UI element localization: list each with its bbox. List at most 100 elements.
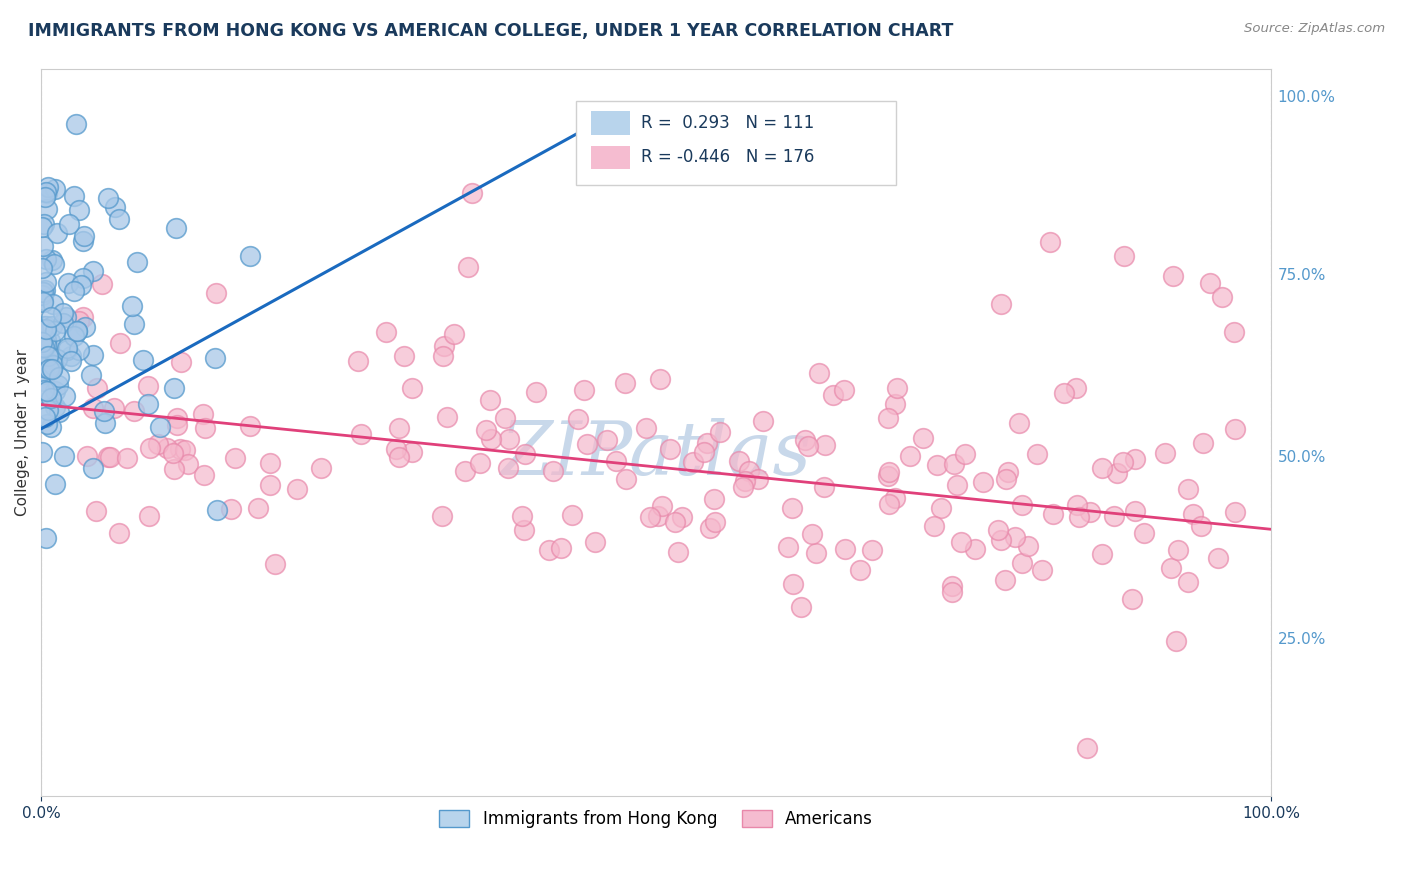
Point <box>401 381 423 395</box>
Point <box>34 340 56 354</box>
Point <box>876 410 898 425</box>
Point <box>72 310 94 325</box>
FancyBboxPatch shape <box>591 112 630 135</box>
Point <box>475 423 498 437</box>
Point <box>35 322 58 336</box>
Text: 75.0%: 75.0% <box>1278 268 1326 284</box>
Point <box>39 419 62 434</box>
Point <box>219 502 242 516</box>
Point <box>576 437 599 451</box>
Text: 25.0%: 25.0% <box>1278 632 1326 648</box>
Point <box>994 573 1017 587</box>
Point <box>76 449 98 463</box>
Point <box>946 478 969 492</box>
Point <box>1017 539 1039 553</box>
Point <box>1007 416 1029 430</box>
Point <box>35 384 58 399</box>
Point <box>572 383 595 397</box>
Point <box>443 326 465 341</box>
Point <box>1102 509 1125 524</box>
Point <box>66 324 89 338</box>
Point <box>97 191 120 205</box>
Point <box>1121 591 1143 606</box>
Point <box>30 293 52 308</box>
Point <box>31 285 53 299</box>
Point <box>41 253 63 268</box>
Point <box>1123 452 1146 467</box>
Point <box>193 467 215 482</box>
Legend: Immigrants from Hong Kong, Americans: Immigrants from Hong Kong, Americans <box>433 804 880 835</box>
Point <box>987 524 1010 538</box>
Point <box>953 447 976 461</box>
Point <box>636 421 658 435</box>
Point <box>31 368 53 382</box>
Point <box>115 450 138 465</box>
Point <box>166 417 188 432</box>
Point <box>37 180 59 194</box>
Point <box>309 461 332 475</box>
Point <box>1091 460 1114 475</box>
Point <box>583 535 606 549</box>
Point <box>35 202 58 216</box>
Point <box>176 457 198 471</box>
Point <box>122 404 145 418</box>
Point <box>52 449 75 463</box>
Point <box>596 434 619 448</box>
Point <box>125 255 148 269</box>
Point <box>35 334 58 348</box>
Point <box>70 278 93 293</box>
Point <box>1133 526 1156 541</box>
Y-axis label: College, Under 1 year: College, Under 1 year <box>15 349 30 516</box>
Point <box>496 460 519 475</box>
Point <box>797 439 820 453</box>
Point <box>877 496 900 510</box>
Point <box>34 283 56 297</box>
Point <box>648 372 671 386</box>
Point <box>1064 381 1087 395</box>
Point <box>55 310 77 325</box>
Point <box>31 219 53 234</box>
Point <box>927 458 949 472</box>
Point <box>731 480 754 494</box>
Point <box>82 461 104 475</box>
Point <box>886 381 908 395</box>
Point <box>1167 543 1189 558</box>
Point <box>1031 563 1053 577</box>
Point <box>782 577 804 591</box>
Point <box>1198 277 1220 291</box>
Point <box>34 531 56 545</box>
Point <box>1177 482 1199 496</box>
Point <box>239 418 262 433</box>
Point <box>479 433 502 447</box>
Point <box>994 472 1017 486</box>
Point <box>1154 445 1177 459</box>
Point <box>1069 510 1091 524</box>
Point <box>41 297 63 311</box>
Point <box>703 492 725 507</box>
Point <box>80 368 103 382</box>
Point <box>259 477 281 491</box>
Point <box>56 343 79 357</box>
Point <box>191 407 214 421</box>
Point <box>32 375 55 389</box>
Point <box>41 318 63 333</box>
Point <box>834 541 856 556</box>
Point <box>647 508 669 523</box>
Point <box>98 450 121 464</box>
Point <box>104 200 127 214</box>
Point <box>121 299 143 313</box>
Point <box>48 369 70 384</box>
Text: IMMIGRANTS FROM HONG KONG VS AMERICAN COLLEGE, UNDER 1 YEAR CORRELATION CHART: IMMIGRANTS FROM HONG KONG VS AMERICAN CO… <box>28 22 953 40</box>
Point <box>1004 530 1026 544</box>
Point <box>82 263 104 277</box>
Point <box>1189 519 1212 533</box>
Point <box>46 377 69 392</box>
Point <box>780 501 803 516</box>
Point <box>259 456 281 470</box>
Point <box>1182 508 1205 522</box>
Point <box>46 351 69 366</box>
Text: R =  0.293   N = 111: R = 0.293 N = 111 <box>641 114 814 132</box>
Point <box>285 482 308 496</box>
Point <box>1011 556 1033 570</box>
Point <box>922 519 945 533</box>
